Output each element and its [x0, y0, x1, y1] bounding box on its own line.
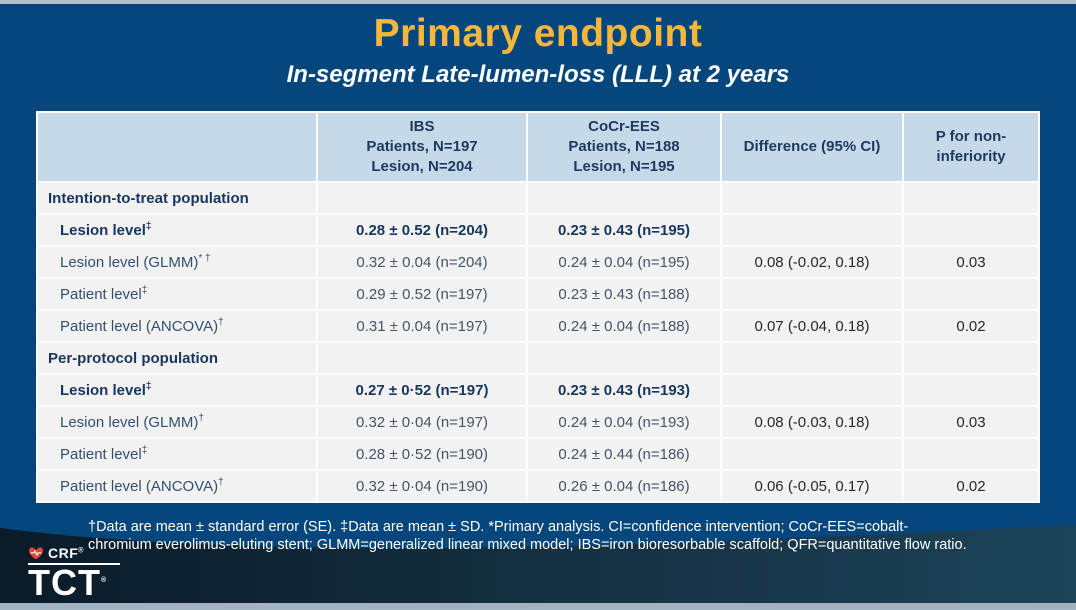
row-label: Per-protocol population: [48, 349, 218, 367]
col-header-p-noninferiority: P for non-inferiority: [904, 113, 1038, 181]
row-label-sup: ‡: [145, 380, 152, 392]
cell-p-value: [904, 215, 1038, 245]
col-header-difference: Difference (95% CI): [722, 113, 902, 181]
row-label-sup: * †: [198, 252, 211, 264]
cell-difference: [722, 439, 902, 469]
cell-p-value: [904, 183, 1038, 213]
cell-cocr: 0.24 ± 0.04 (n=195): [528, 247, 720, 277]
cell-cocr: 0.24 ± 0.04 (n=193): [528, 407, 720, 437]
tct-registered-mark: ®: [100, 577, 108, 584]
row-label: Intention-to-treat population: [48, 189, 249, 207]
cell-cocr: 0.23 ± 0.43 (n=195): [528, 215, 720, 245]
table-row-pp-lesion-level: Lesion level‡ 0.27 ± 0·52 (n=197) 0.23 ±…: [38, 375, 1038, 405]
cell-ibs: 0.32 ± 0.04 (n=204): [318, 247, 526, 277]
tct-crf-logo: CRF® TCT®: [28, 545, 120, 601]
cell-difference: [722, 343, 902, 373]
cell-cocr: 0.24 ± 0.44 (n=186): [528, 439, 720, 469]
row-label-sup: ‡: [141, 284, 148, 296]
crf-heart-icon: [29, 547, 43, 560]
cell-cocr: 0.26 ± 0.04 (n=186): [528, 471, 720, 501]
cell-p-value: 0.03: [904, 407, 1038, 437]
col-header-ibs-name: IBS: [409, 117, 435, 135]
cell-p-value: [904, 375, 1038, 405]
row-label: Lesion level (GLMM): [60, 253, 199, 271]
cell-cocr: 0.23 ± 0.43 (n=193): [528, 375, 720, 405]
logo-divider: [28, 563, 120, 565]
row-label: Patient level (ANCOVA): [60, 477, 219, 495]
table-row-itt-lesion-glmm: Lesion level (GLMM)* † 0.32 ± 0.04 (n=20…: [38, 247, 1038, 277]
cell-p-value: [904, 439, 1038, 469]
row-label: Patient level (ANCOVA): [60, 317, 219, 335]
cell-ibs: 0.27 ± 0·52 (n=197): [318, 375, 526, 405]
crf-logo-text: CRF: [48, 545, 79, 561]
row-label-sup: †: [218, 476, 224, 488]
cell-difference: 0.07 (-0.04, 0.18): [722, 311, 902, 341]
bottom-edge-strip: [0, 603, 1076, 610]
table-row-pp-lesion-glmm: Lesion level (GLMM)† 0.32 ± 0·04 (n=197)…: [38, 407, 1038, 437]
row-label: Lesion level: [60, 221, 146, 239]
row-label-sup: †: [198, 412, 204, 424]
cell-cocr: 0.23 ± 0.43 (n=188): [528, 279, 720, 309]
row-label-sup: ‡: [145, 220, 152, 232]
cell-cocr: [528, 183, 720, 213]
top-edge-strip: [0, 0, 1076, 4]
table-header-row: IBS Patients, N=197 Lesion, N=204 CoCr-E…: [38, 113, 1038, 181]
crf-registered-mark: ®: [78, 547, 84, 555]
row-label: Patient level: [60, 285, 142, 303]
row-label-sup: †: [218, 316, 224, 328]
table-row-pp-section: Per-protocol population: [38, 343, 1038, 373]
table-row-itt-lesion-level: Lesion level‡ 0.28 ± 0.52 (n=204) 0.23 ±…: [38, 215, 1038, 245]
col-header-cocr-patients: Patients, N=188: [568, 137, 680, 155]
cell-p-value: 0.02: [904, 471, 1038, 501]
cell-difference: 0.08 (-0.02, 0.18): [722, 247, 902, 277]
cell-ibs: 0.32 ± 0·04 (n=190): [318, 471, 526, 501]
tct-logo-text: TCT: [28, 562, 101, 603]
results-table: IBS Patients, N=197 Lesion, N=204 CoCr-E…: [36, 111, 1040, 503]
col-header-ibs-lesion: Lesion, N=204: [371, 158, 473, 176]
row-label: Lesion level: [60, 381, 146, 399]
cell-cocr: 0.24 ± 0.04 (n=188): [528, 311, 720, 341]
col-header-ibs: IBS Patients, N=197 Lesion, N=204: [318, 113, 526, 181]
cell-difference: [722, 215, 902, 245]
cell-difference: [722, 279, 902, 309]
footnote-line-2: chromium everolimus-eluting stent; GLMM=…: [88, 537, 967, 553]
cell-difference: 0.06 (-0.05, 0.17): [722, 471, 902, 501]
col-header-cocr-name: CoCr-EES: [588, 117, 660, 135]
col-header-cocr-lesion: Lesion, N=195: [573, 158, 675, 176]
table-row-pp-patient-level: Patient level‡ 0.28 ± 0·52 (n=190) 0.24 …: [38, 439, 1038, 469]
cell-p-value: [904, 279, 1038, 309]
cell-ibs: 0.28 ± 0.52 (n=204): [318, 215, 526, 245]
col-header-empty: [38, 113, 316, 181]
table-row-itt-section: Intention-to-treat population: [38, 183, 1038, 213]
cell-ibs: 0.29 ± 0.52 (n=197): [318, 279, 526, 309]
cell-ibs: [318, 183, 526, 213]
footnote: †Data are mean ± standard error (SE). ‡D…: [88, 518, 1048, 554]
footnote-line-1: †Data are mean ± standard error (SE). ‡D…: [88, 519, 909, 535]
page-subtitle: In-segment Late-lumen-loss (LLL) at 2 ye…: [286, 61, 790, 88]
page-title: Primary endpoint: [373, 12, 703, 55]
table-row-pp-patient-ancova: Patient level (ANCOVA)† 0.32 ± 0·04 (n=1…: [38, 471, 1038, 501]
cell-difference: [722, 183, 902, 213]
cell-ibs: [318, 343, 526, 373]
cell-p-value: 0.02: [904, 311, 1038, 341]
row-label: Lesion level (GLMM): [60, 413, 199, 431]
col-header-cocr-ees: CoCr-EES Patients, N=188 Lesion, N=195: [528, 113, 720, 181]
cell-p-value: [904, 343, 1038, 373]
cell-ibs: 0.28 ± 0·52 (n=190): [318, 439, 526, 469]
col-header-ibs-patients: Patients, N=197: [366, 137, 478, 155]
cell-ibs: 0.31 ± 0.04 (n=197): [318, 311, 526, 341]
row-label: Patient level: [60, 445, 142, 463]
row-label-sup: ‡: [141, 444, 148, 456]
footer-swoosh-band: [0, 525, 1076, 610]
cell-difference: 0.08 (-0.03, 0.18): [722, 407, 902, 437]
cell-cocr: [528, 343, 720, 373]
table-row-itt-patient-level: Patient level‡ 0.29 ± 0.52 (n=197) 0.23 …: [38, 279, 1038, 309]
table-row-itt-patient-ancova: Patient level (ANCOVA)† 0.31 ± 0.04 (n=1…: [38, 311, 1038, 341]
cell-difference: [722, 375, 902, 405]
cell-p-value: 0.03: [904, 247, 1038, 277]
cell-ibs: 0.32 ± 0·04 (n=197): [318, 407, 526, 437]
